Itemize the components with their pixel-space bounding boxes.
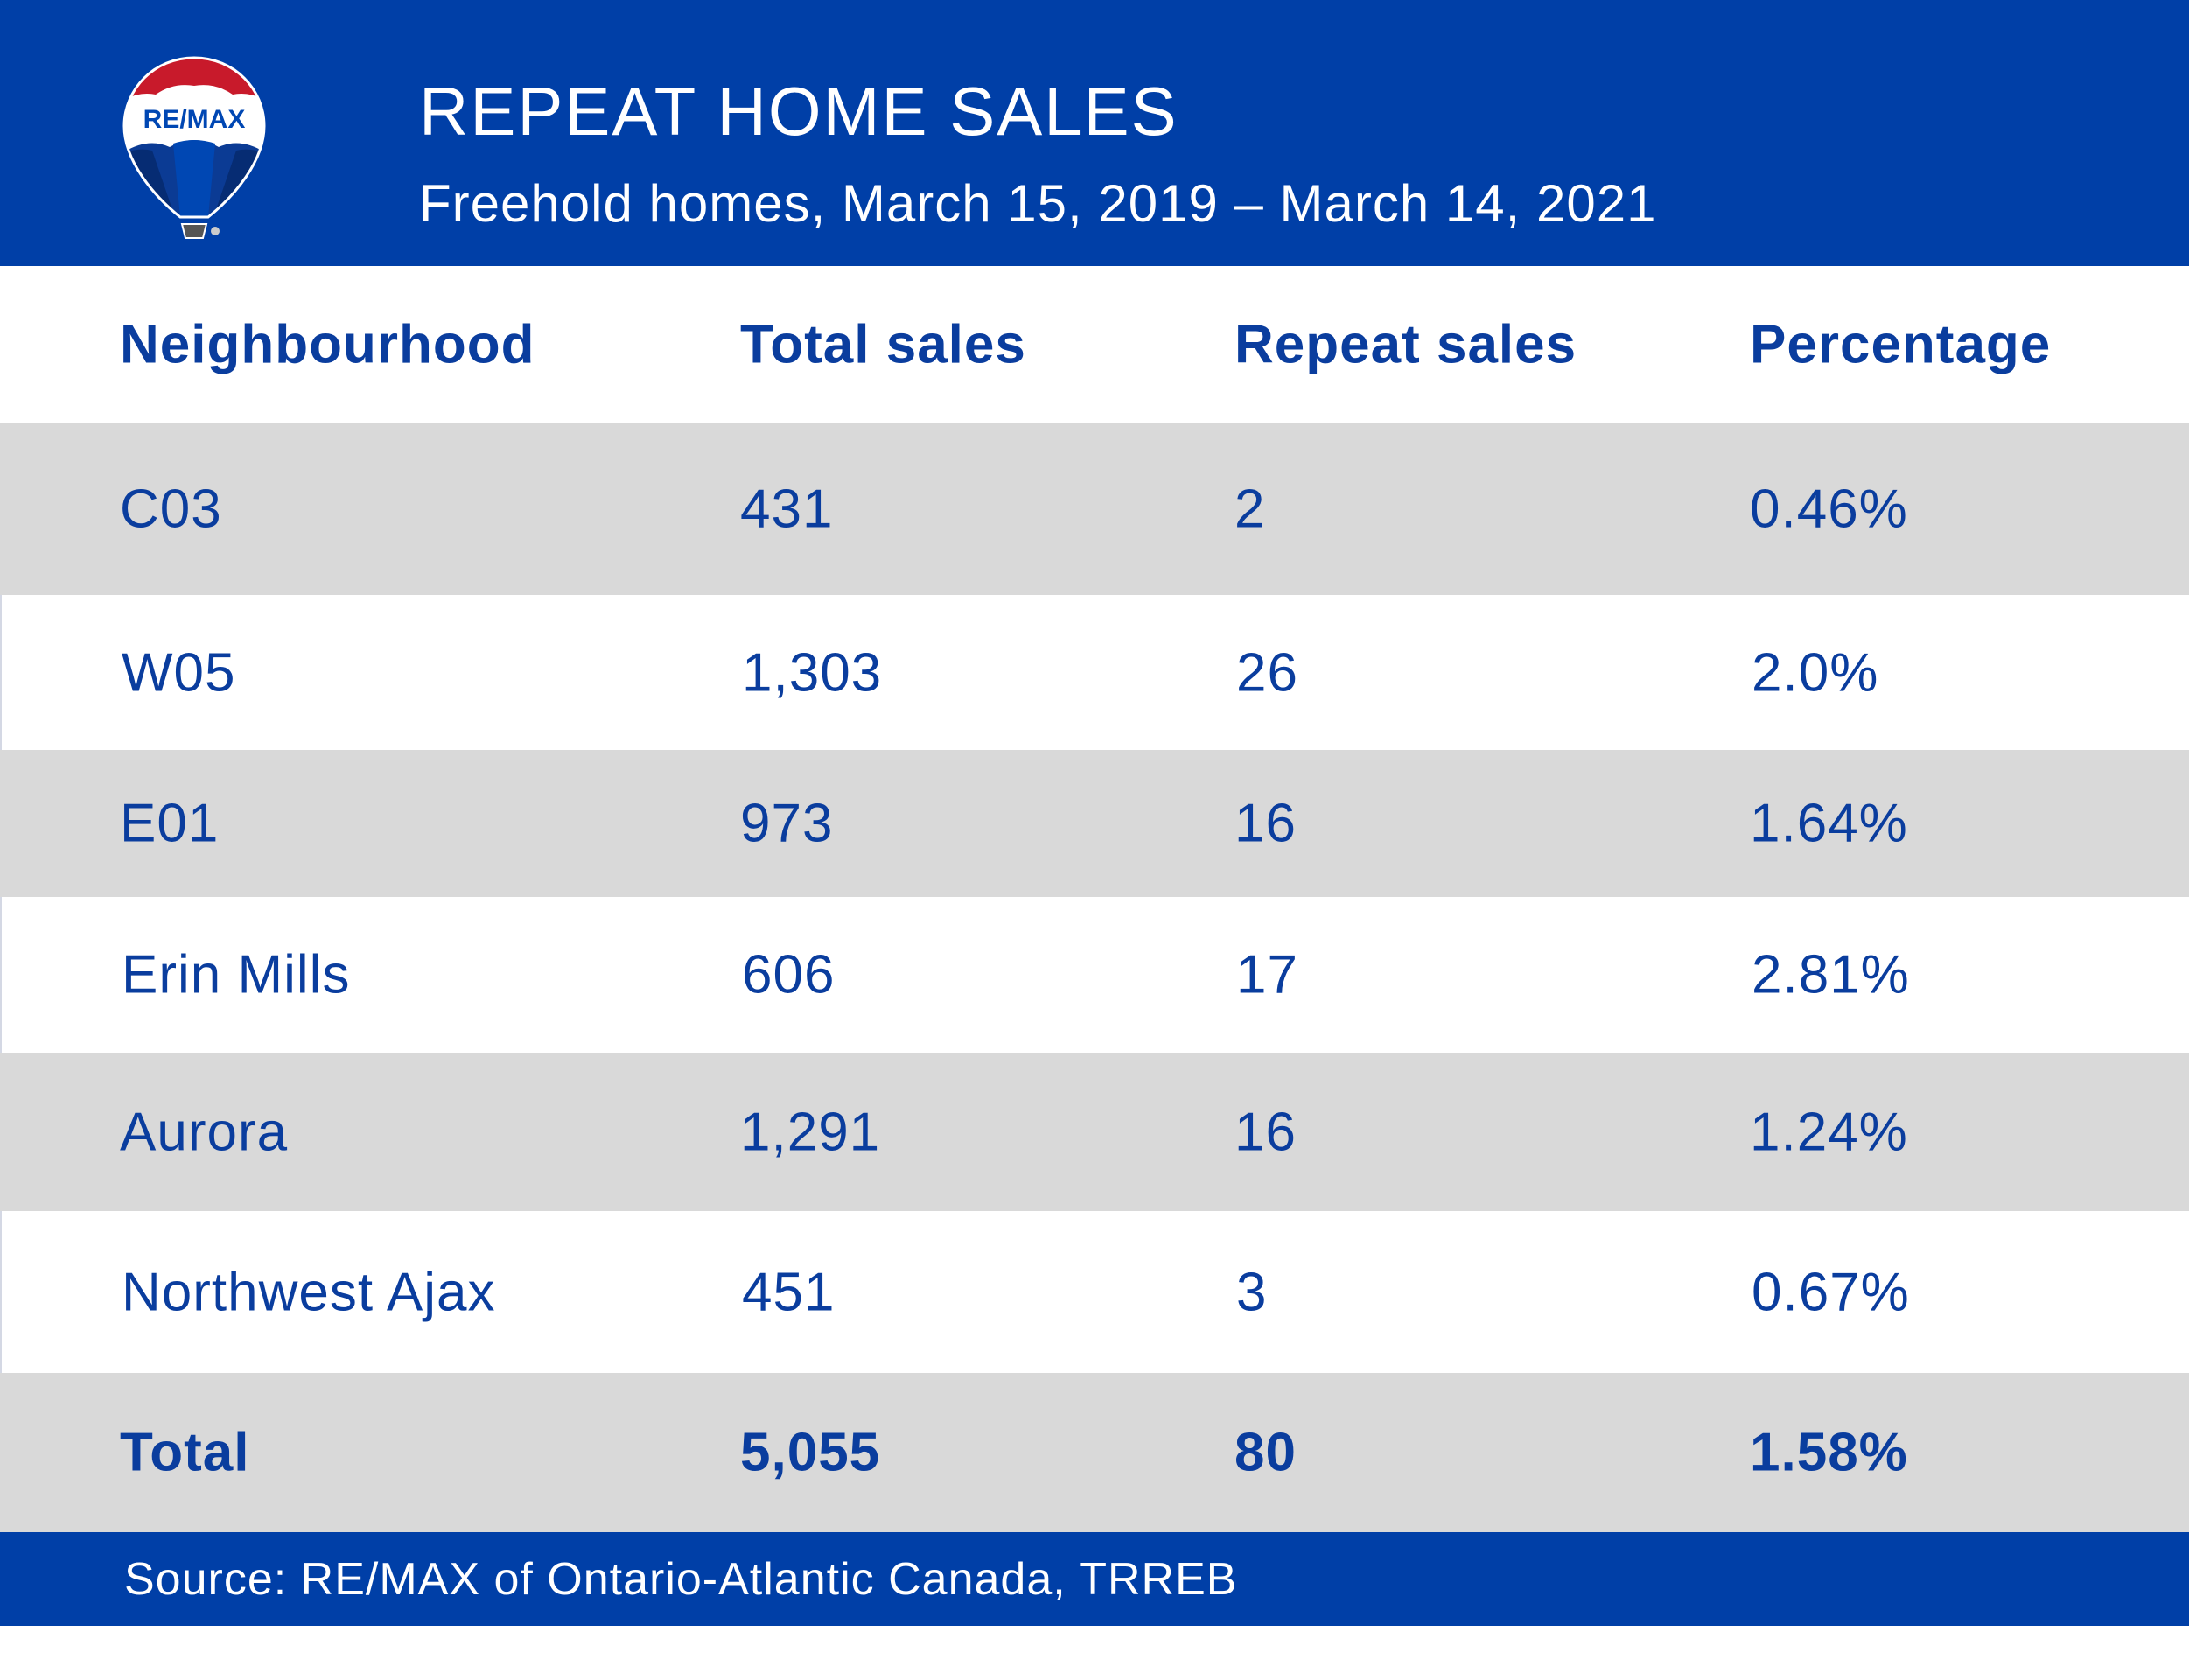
table-row: W05 1,303 26 2.0% [0, 595, 2189, 750]
svg-text:RE/MAX: RE/MAX [143, 105, 246, 134]
neighbourhood-cell: Erin Mills [122, 944, 351, 1005]
repeat-sales-cell: 26 [1236, 642, 1298, 703]
total-sales-sum: 5,055 [740, 1422, 881, 1483]
column-header-percentage: Percentage [1750, 314, 2052, 375]
column-header-neighbourhood: Neighbourhood [120, 314, 535, 375]
header-banner: RE/MAX REPEAT HOME SALES Freehold homes,… [0, 0, 2189, 266]
table-header-row: Neighbourhood Total sales Repeat sales P… [0, 266, 2189, 424]
percentage-cell: 0.67% [1752, 1262, 1910, 1322]
total-sales-cell: 451 [742, 1262, 836, 1322]
total-percentage: 1.58% [1750, 1422, 1908, 1483]
total-sales-cell: 606 [742, 944, 836, 1005]
column-header-repeat-sales: Repeat sales [1234, 314, 1577, 375]
table-row: Erin Mills 606 17 2.81% [0, 897, 2189, 1053]
repeat-sales-sum: 80 [1234, 1422, 1297, 1483]
total-sales-cell: 973 [740, 793, 834, 854]
page-subtitle: Freehold homes, March 15, 2019 – March 1… [419, 174, 1657, 233]
percentage-cell: 1.24% [1750, 1102, 1908, 1162]
repeat-sales-cell: 17 [1236, 944, 1298, 1005]
total-label: Total [120, 1422, 250, 1483]
table-row: Aurora 1,291 16 1.24% [0, 1053, 2189, 1211]
column-header-total-sales: Total sales [740, 314, 1026, 375]
page-title: REPEAT HOME SALES [419, 73, 1178, 150]
neighbourhood-cell: Northwest Ajax [122, 1262, 496, 1322]
repeat-sales-cell: 3 [1236, 1262, 1268, 1322]
repeat-sales-cell: 16 [1234, 793, 1297, 854]
total-sales-cell: 431 [740, 479, 834, 540]
neighbourhood-cell: W05 [122, 642, 236, 703]
table-row: Northwest Ajax 451 3 0.67% [0, 1211, 2189, 1373]
table-total-row: Total 5,055 80 1.58% [0, 1373, 2189, 1532]
total-sales-cell: 1,291 [740, 1102, 881, 1162]
repeat-sales-cell: 2 [1234, 479, 1266, 540]
percentage-cell: 1.64% [1750, 793, 1908, 854]
neighbourhood-cell: Aurora [120, 1102, 289, 1162]
total-sales-cell: 1,303 [742, 642, 883, 703]
neighbourhood-cell: E01 [120, 793, 220, 854]
percentage-cell: 2.81% [1752, 944, 1910, 1005]
percentage-cell: 0.46% [1750, 479, 1908, 540]
table-row: E01 973 16 1.64% [0, 750, 2189, 897]
remax-balloon-logo: RE/MAX [122, 56, 266, 239]
source-note: Source: RE/MAX of Ontario-Atlantic Canad… [124, 1553, 1238, 1605]
footer-banner: Source: RE/MAX of Ontario-Atlantic Canad… [0, 1532, 2189, 1626]
repeat-sales-cell: 16 [1234, 1102, 1297, 1162]
table-row: C03 431 2 0.46% [0, 424, 2189, 595]
neighbourhood-cell: C03 [120, 479, 222, 540]
percentage-cell: 2.0% [1752, 642, 1879, 703]
